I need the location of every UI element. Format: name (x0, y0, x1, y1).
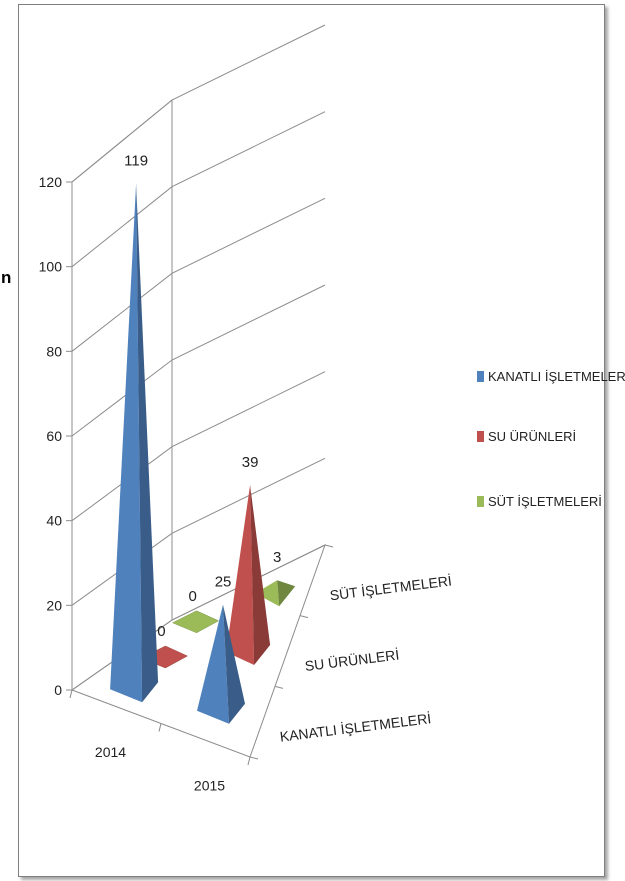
gridline (71, 371, 326, 522)
depth-label-kanatli: KANATLI İŞLETMELERİ (279, 709, 432, 744)
data-label: 25 (215, 574, 232, 591)
legend-swatch-sut (477, 496, 484, 507)
depth-label-su-urunleri: SU ÜRÜNLERİ (304, 646, 400, 674)
pyramid-2014-0-side-face (136, 183, 159, 703)
y-tick-label: 0 (54, 682, 62, 698)
y-tick-label: 20 (46, 597, 62, 613)
depth-tick-mark (324, 544, 334, 548)
gridline (71, 284, 326, 437)
y-tick-label: 100 (39, 259, 63, 275)
y-tick-label: 80 (46, 343, 62, 359)
x-tick-mark (247, 756, 251, 766)
gridline (71, 197, 326, 352)
depth-tick-mark (249, 756, 259, 760)
legend-label-sut: SÜT İŞLETMELERİ (488, 494, 602, 509)
pyramid-2015-1-side-face (250, 484, 271, 665)
y-tick-label: 120 (39, 174, 63, 190)
x-tick-mark (69, 689, 73, 699)
data-label: 0 (157, 623, 165, 640)
pyramid-marks (110, 183, 296, 724)
legend-swatch-su-urunleri (477, 431, 484, 442)
y-tick-label: 60 (46, 428, 62, 444)
category-label-2015: 2015 (194, 777, 225, 793)
edge-glyph: n (1, 268, 12, 287)
pyramid-2015-1-front-face (226, 484, 255, 665)
gridline (71, 111, 326, 268)
depth-tick-mark (274, 685, 284, 689)
legend-label-su-urunleri: SU ÜRÜNLERİ (488, 429, 576, 444)
data-label: 39 (242, 454, 259, 471)
data-labels: 0 3 0 39 119 25 (124, 152, 281, 640)
gridline (71, 24, 326, 183)
pyramid-2015-0-side-face (223, 604, 245, 724)
pyramid-2015-2-front-face (255, 580, 280, 607)
x-tick-mark (158, 723, 162, 732)
data-label: 119 (124, 152, 148, 169)
chart-walls (70, 98, 326, 758)
pyramid-2014-0-front-face (110, 183, 143, 703)
depth-tick-mark (299, 615, 309, 619)
gridline (71, 544, 326, 691)
data-label: 3 (273, 549, 281, 566)
gridlines (66, 24, 334, 766)
category-label-2014: 2014 (95, 744, 126, 760)
depth-label-sut: SÜT İŞLETMELERİ (329, 571, 453, 603)
pyramid-2015-2-side-face (277, 580, 296, 607)
legend-label-kanatli: KANATLI İŞLETMELERİ (488, 369, 625, 384)
pyramid-2015-0-front-face (197, 604, 229, 724)
data-label: 0 (188, 588, 196, 605)
gridline (71, 457, 326, 606)
pyramid-2014-2-flat (171, 610, 220, 634)
legend-swatch-kanatli (477, 371, 484, 382)
y-tick-label: 40 (46, 513, 62, 529)
legend: KANATLI İŞLETMELERİ SU ÜRÜNLERİ SÜT İŞLE… (477, 369, 625, 509)
